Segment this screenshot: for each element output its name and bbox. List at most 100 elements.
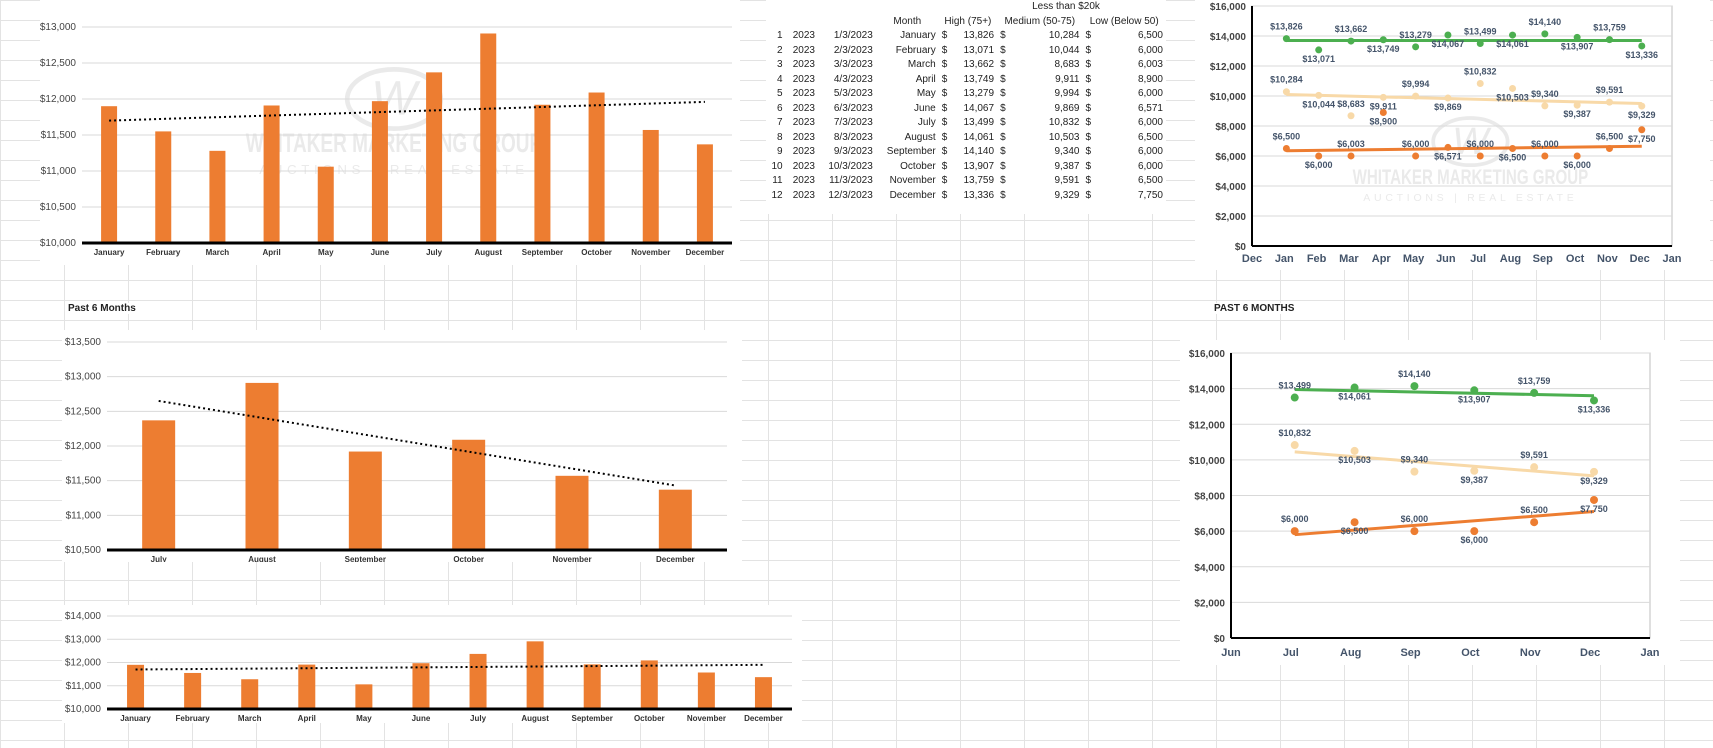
cell-year: 2023 <box>792 102 815 114</box>
bar-april <box>263 105 280 243</box>
data-label-high: $14,067 <box>1432 39 1465 49</box>
x-category-label: May <box>356 714 372 723</box>
x-tick-label: Jun <box>1221 647 1241 659</box>
scatter-chart-past-6-months-plot: $0 $2,000 $4,000 $6,000 $8,000 $10,000 $12,000… <box>1189 349 1660 659</box>
cell-month: December <box>889 189 936 201</box>
point-low <box>1282 145 1290 152</box>
x-tick-label: Aug <box>1340 647 1361 659</box>
cell-med: 10,503 <box>1048 131 1080 143</box>
x-category-label: January <box>94 248 125 257</box>
bar-september <box>534 104 551 243</box>
point-medium <box>1282 88 1290 96</box>
x-tick-label: May <box>1403 253 1425 265</box>
bar-june <box>412 663 430 709</box>
bar-october <box>588 92 605 244</box>
point-medium <box>1347 112 1355 120</box>
point-low <box>1350 518 1359 527</box>
currency-symbol: $ <box>941 73 948 85</box>
x-tick-label: Dec <box>1580 647 1600 659</box>
currency-symbol: $ <box>941 102 948 114</box>
x-category-label: October <box>581 248 612 257</box>
cell-med: 9,329 <box>1054 189 1080 201</box>
cell-low: 7,750 <box>1137 189 1163 201</box>
data-label-high: $13,907 <box>1561 41 1594 51</box>
currency-symbol: $ <box>1085 73 1092 85</box>
y-tick-label: $11,500 <box>66 476 102 487</box>
data-label-medium: $10,503 <box>1496 92 1529 102</box>
data-label-low: $6,000 <box>1305 160 1333 170</box>
cell-n: 2 <box>777 44 783 56</box>
currency-symbol: $ <box>1000 117 1006 129</box>
cell-date: 5/3/2023 <box>833 88 873 100</box>
cell-month: July <box>917 117 936 129</box>
data-label-low: $7,750 <box>1580 504 1608 514</box>
bar-chart-yearly-small[interactable]: $10,000 $11,000 $12,000 $13,000 $14,000 Janua… <box>62 605 802 723</box>
y-tick-label: $11,500 <box>41 130 77 141</box>
data-label-high: $13,499 <box>1464 27 1497 37</box>
cell-month: February <box>895 44 936 56</box>
x-tick-label: Jan <box>1275 253 1294 265</box>
y-tick-label: $10,500 <box>40 202 76 213</box>
cell-date: 4/3/2023 <box>833 73 873 85</box>
data-label-high: $14,061 <box>1496 39 1529 49</box>
cell-date: 2/3/2023 <box>833 44 873 56</box>
x-category-label: March <box>238 714 262 723</box>
cell-year: 2023 <box>792 131 815 143</box>
cell-med: 9,340 <box>1054 146 1080 158</box>
x-tick-label: Dec <box>1242 253 1262 265</box>
y-tick-label: $0 <box>1214 634 1226 645</box>
cell-year: 2023 <box>792 59 815 71</box>
point-high <box>1347 37 1355 45</box>
x-category-label: June <box>412 714 431 723</box>
x-category-label: July <box>426 248 443 257</box>
price-table: Month High (75+) Medium (50-75) Low (Bel… <box>766 14 1166 203</box>
cell-n: 8 <box>777 131 783 143</box>
cell-low: 6,500 <box>1137 175 1163 187</box>
data-label-high: $13,826 <box>1270 22 1303 32</box>
scatter-chart-yearly[interactable]: $0 $2,000 $4,000 $6,000 $8,000 $10,000 $12,000… <box>1195 0 1710 270</box>
x-tick-label: Nov <box>1520 647 1542 659</box>
y-tick-label: $12,500 <box>65 406 102 417</box>
cell-month: October <box>900 160 936 172</box>
scatter-chart-past-6-months[interactable]: $0 $2,000 $4,000 $6,000 $8,000 $10,000 $12,000… <box>1180 340 1680 665</box>
currency-symbol: $ <box>1085 189 1092 201</box>
cell-date: 8/3/2023 <box>833 131 873 143</box>
data-label-high: $13,499 <box>1278 381 1311 391</box>
table-row: 9 2023 9/3/2023 September $14,140 $9,340 $6,00… <box>766 145 1166 160</box>
currency-symbol: $ <box>1085 88 1092 100</box>
point-high <box>1476 40 1484 48</box>
table-row: 5 2023 5/3/2023 May $13,279 $9,994 $6,000 <box>766 87 1166 102</box>
bar-chart-yearly[interactable]: $10,000 $10,500 $11,000 $11,500 $12,000 $12,5… <box>40 0 740 265</box>
trendline <box>135 663 764 671</box>
y-tick-label: $14,000 <box>1189 385 1226 396</box>
point-low <box>1412 152 1420 160</box>
bar-chart-yearly-plot: $10,000 $10,500 $11,000 $11,500 $12,000 $12,5… <box>40 22 732 257</box>
currency-symbol: $ <box>1085 131 1092 143</box>
bar-december <box>754 677 772 709</box>
point-low <box>1315 152 1323 160</box>
cell-high: 13,336 <box>963 189 995 201</box>
cell-date: 7/3/2023 <box>833 117 873 129</box>
y-tick-label: $13,000 <box>65 634 102 645</box>
y-tick-label: $6,000 <box>1215 152 1246 163</box>
x-category-label: April <box>262 248 280 257</box>
point-medium <box>1444 94 1452 102</box>
table-row: 10 2023 10/3/2023 October $13,907 $9,387 $6,00… <box>766 159 1166 174</box>
point-low <box>1476 152 1484 160</box>
table-row: 8 2023 8/3/2023 August $14,061 $10,503 $6,500 <box>766 130 1166 145</box>
cell-high: 13,071 <box>963 44 995 56</box>
table-caption: Less than $20k <box>1032 1 1100 12</box>
bar-january <box>101 106 118 243</box>
point-medium <box>1590 467 1599 476</box>
data-label-high: $13,907 <box>1458 394 1491 404</box>
x-category-label: April <box>298 714 316 723</box>
point-medium <box>1379 93 1387 101</box>
y-tick-label: $12,000 <box>1210 62 1247 73</box>
point-low <box>1379 109 1387 116</box>
bar-chart-past-6-months[interactable]: $10,500 $11,000 $11,500 $12,000 $12,500 $13,0… <box>62 330 742 562</box>
point-low <box>1605 145 1613 152</box>
cell-high: 14,140 <box>963 146 995 158</box>
data-label-low: $6,000 <box>1531 139 1559 149</box>
data-label-medium: $9,329 <box>1580 476 1608 486</box>
point-low <box>1347 152 1355 160</box>
